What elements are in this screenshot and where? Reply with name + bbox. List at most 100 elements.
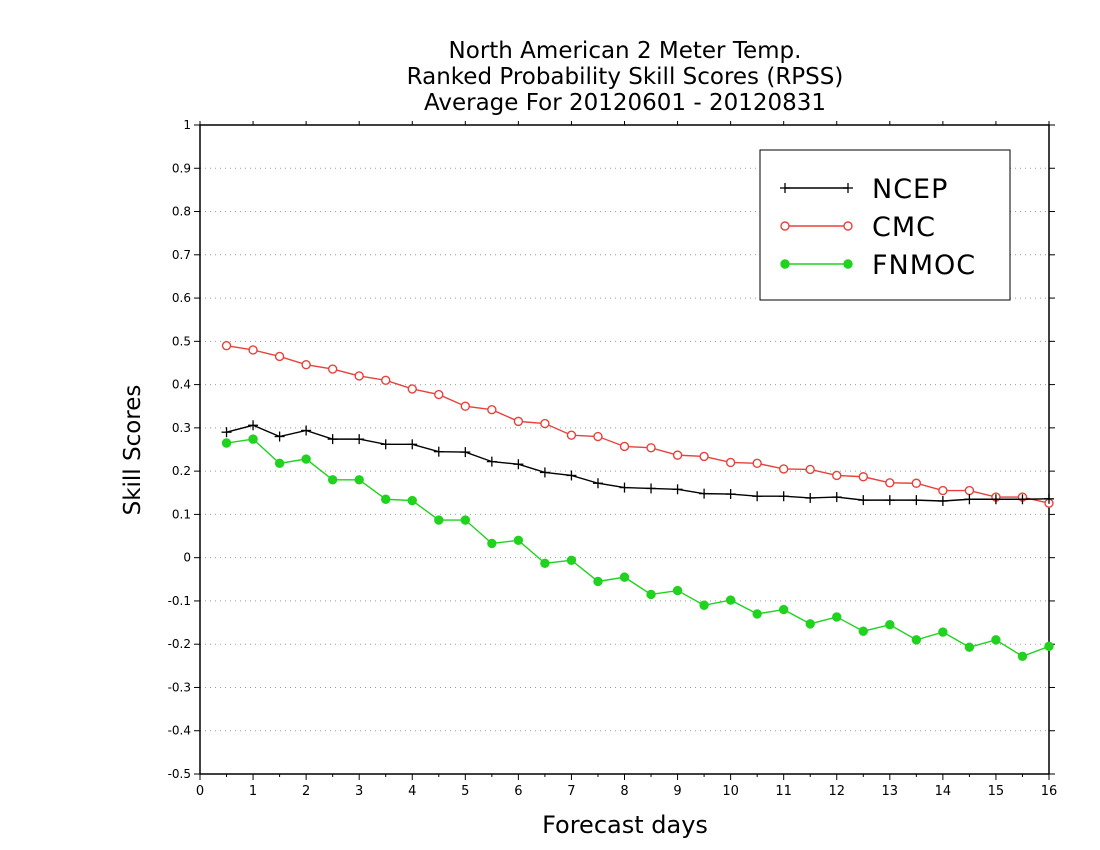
y-tick-label: 0.3 <box>172 421 191 435</box>
legend-marker <box>843 259 853 269</box>
data-point-fnmoc <box>221 438 232 448</box>
legend-marker <box>780 183 790 193</box>
data-point-fnmoc <box>434 515 444 525</box>
plot-frame <box>199 124 1050 775</box>
legend-marker <box>843 221 853 231</box>
y-tick-label: 0.5 <box>172 334 191 348</box>
data-point-fnmoc <box>513 535 524 546</box>
data-point-ncep <box>725 489 736 500</box>
series-fnmoc <box>221 434 1054 662</box>
data-point-fnmoc <box>619 572 630 582</box>
data-point-ncep <box>460 447 471 458</box>
data-point-cmc <box>540 418 550 429</box>
data-point-cmc <box>885 478 895 488</box>
data-point-ncep <box>805 492 816 503</box>
data-point-cmc <box>460 401 471 411</box>
data-point-ncep <box>752 491 763 502</box>
chart-title-line-1: North American 2 Meter Temp. <box>448 38 802 64</box>
legend-box <box>759 149 1011 301</box>
y-tick-label: 1 <box>183 118 191 132</box>
y-tick-label: 0.6 <box>172 291 191 305</box>
data-point-ncep <box>672 484 683 495</box>
data-point-fnmoc <box>885 620 895 630</box>
x-tick-label: 4 <box>408 784 416 799</box>
legend-entry-ncep: NCEP <box>780 174 948 205</box>
data-point-fnmoc <box>1017 651 1028 662</box>
x-tick-label: 14 <box>935 784 952 799</box>
data-point-ncep <box>248 420 259 431</box>
legend-label: NCEP <box>872 174 948 205</box>
data-point-cmc <box>301 359 311 370</box>
y-tick-label: 0.9 <box>172 161 191 175</box>
data-point-fnmoc <box>566 555 577 565</box>
y-tick-label: 0.7 <box>172 248 191 262</box>
data-point-ncep <box>274 431 285 442</box>
data-point-cmc <box>434 389 444 400</box>
y-axis-label: Skill Scores <box>120 385 146 516</box>
data-point-fnmoc <box>381 494 391 504</box>
x-tick-label: 7 <box>567 784 575 799</box>
series-line-fnmoc <box>226 438 1050 658</box>
data-point-ncep <box>937 495 948 506</box>
x-tick-label: 13 <box>882 784 899 799</box>
data-point-fnmoc <box>858 626 868 636</box>
data-point-cmc <box>407 384 417 394</box>
data-point-fnmoc <box>354 475 364 485</box>
data-point-cmc <box>248 345 258 355</box>
data-point-cmc <box>911 478 922 488</box>
data-point-fnmoc <box>991 635 1001 645</box>
x-tick-label: 8 <box>620 784 628 799</box>
data-point-ncep <box>407 439 418 450</box>
data-point-cmc <box>354 371 364 381</box>
data-point-cmc <box>381 375 391 385</box>
data-point-ncep <box>964 494 975 505</box>
data-point-ncep <box>566 470 577 481</box>
data-point-ncep <box>646 483 657 494</box>
x-tick-label: 1 <box>249 784 257 799</box>
data-point-ncep <box>831 492 842 503</box>
data-point-cmc <box>832 470 842 481</box>
data-point-fnmoc <box>805 619 815 629</box>
data-point-cmc <box>938 485 948 496</box>
data-point-cmc <box>487 404 497 415</box>
data-point-ncep <box>433 446 444 457</box>
data-point-cmc <box>805 464 815 475</box>
series-line-ncep <box>226 424 1050 502</box>
y-tick-label: -0.3 <box>168 680 191 694</box>
y-tick-label: 0.8 <box>172 205 191 219</box>
chart-title-line-2: Ranked Probability Skill Scores (RPSS) <box>406 64 844 90</box>
data-point-cmc <box>274 351 285 362</box>
x-tick-label: 9 <box>673 784 681 799</box>
y-tick-label: 0.1 <box>172 507 191 521</box>
y-tick-label: -0.1 <box>168 594 191 608</box>
data-point-fnmoc <box>778 604 789 615</box>
data-point-fnmoc <box>248 434 258 444</box>
data-point-cmc <box>858 472 868 482</box>
y-tick-label: -0.4 <box>168 724 191 738</box>
data-point-cmc <box>752 458 762 469</box>
data-point-fnmoc <box>301 454 311 464</box>
y-tick-label: -0.5 <box>168 767 191 781</box>
data-point-cmc <box>964 485 975 496</box>
data-point-ncep <box>858 495 869 506</box>
data-point-fnmoc <box>964 642 975 652</box>
data-point-fnmoc <box>327 475 338 485</box>
data-point-cmc <box>646 443 656 453</box>
data-point-fnmoc <box>752 609 762 619</box>
data-point-ncep <box>1044 493 1054 504</box>
data-point-ncep <box>301 425 312 436</box>
series-layer <box>221 340 1054 662</box>
data-point-fnmoc <box>699 600 709 610</box>
data-point-ncep <box>221 427 232 438</box>
data-point-ncep <box>619 482 630 493</box>
legend-marker <box>780 221 790 231</box>
x-tick-label: 0 <box>196 784 204 799</box>
data-point-cmc <box>513 416 524 427</box>
y-tick-label: -0.2 <box>168 637 191 651</box>
legend-entry-cmc: CMC <box>780 212 935 243</box>
data-point-ncep <box>327 434 338 445</box>
x-tick-label: 2 <box>302 784 310 799</box>
data-point-cmc <box>725 457 736 468</box>
data-point-fnmoc <box>911 635 922 645</box>
